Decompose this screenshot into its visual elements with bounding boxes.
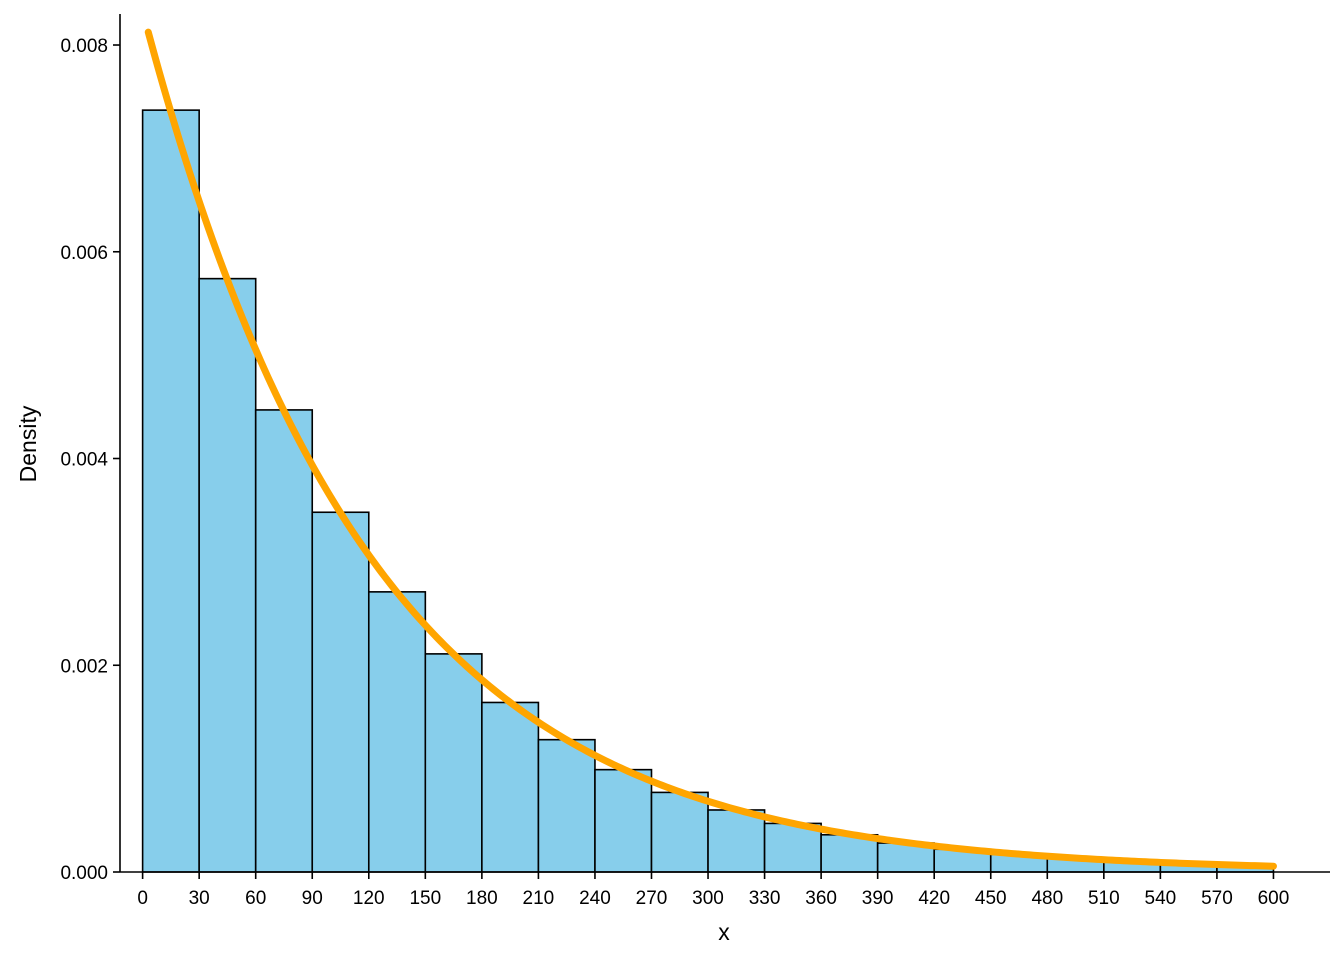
x-tick-label: 450 bbox=[975, 888, 1007, 909]
x-tick-label: 330 bbox=[749, 888, 781, 909]
histogram-bar-1 bbox=[198, 277, 257, 873]
x-tick-label: 600 bbox=[1258, 888, 1290, 909]
x-tick-label: 90 bbox=[302, 888, 323, 909]
x-tick-label: 180 bbox=[466, 888, 498, 909]
x-tick-label: 60 bbox=[245, 888, 266, 909]
x-axis-title: x bbox=[718, 919, 730, 945]
y-tick-label: 0.000 bbox=[60, 863, 108, 884]
histogram-bar-2 bbox=[254, 409, 314, 873]
x-tick-label: 150 bbox=[409, 888, 441, 909]
histogram-bar-9 bbox=[650, 791, 709, 873]
histogram-bar-4 bbox=[367, 591, 427, 873]
y-tick-label: 0.006 bbox=[60, 243, 108, 264]
x-tick-label: 240 bbox=[579, 888, 611, 909]
density-curve bbox=[144, 28, 1277, 870]
histogram-bar-3 bbox=[311, 511, 370, 873]
histogram-bar-0 bbox=[141, 109, 200, 873]
histogram-bar-7 bbox=[537, 738, 596, 873]
x-tick-label: 360 bbox=[805, 888, 837, 909]
histogram-bar-10 bbox=[707, 809, 766, 873]
histogram-bars bbox=[141, 109, 1275, 873]
histogram-bar-6 bbox=[481, 701, 540, 873]
x-tick-label: 540 bbox=[1145, 888, 1177, 909]
histogram-bar-8 bbox=[594, 768, 653, 873]
x-tick-label: 390 bbox=[862, 888, 894, 909]
y-tick-label: 0.002 bbox=[60, 656, 108, 677]
y-axis-title: Density bbox=[15, 405, 41, 482]
x-tick-label: 120 bbox=[353, 888, 385, 909]
x-tick-label: 0 bbox=[137, 888, 148, 909]
axes: 0 30 60 90 120 150 180 210 240 270 300 330 360 390 420… bbox=[60, 14, 1330, 909]
y-tick-label: 0.008 bbox=[60, 36, 108, 57]
x-tick-label: 510 bbox=[1088, 888, 1120, 909]
x-tick-label: 480 bbox=[1031, 888, 1063, 909]
x-tick-label: 270 bbox=[636, 888, 668, 909]
y-tick-label: 0.004 bbox=[60, 450, 108, 471]
x-tick-label: 570 bbox=[1201, 888, 1233, 909]
histogram-bar-5 bbox=[424, 653, 483, 873]
x-tick-label: 420 bbox=[918, 888, 950, 909]
x-tick-label: 300 bbox=[692, 888, 724, 909]
x-tick-label: 210 bbox=[523, 888, 555, 909]
x-tick-label: 30 bbox=[189, 888, 210, 909]
histogram-bar-11 bbox=[763, 822, 822, 873]
